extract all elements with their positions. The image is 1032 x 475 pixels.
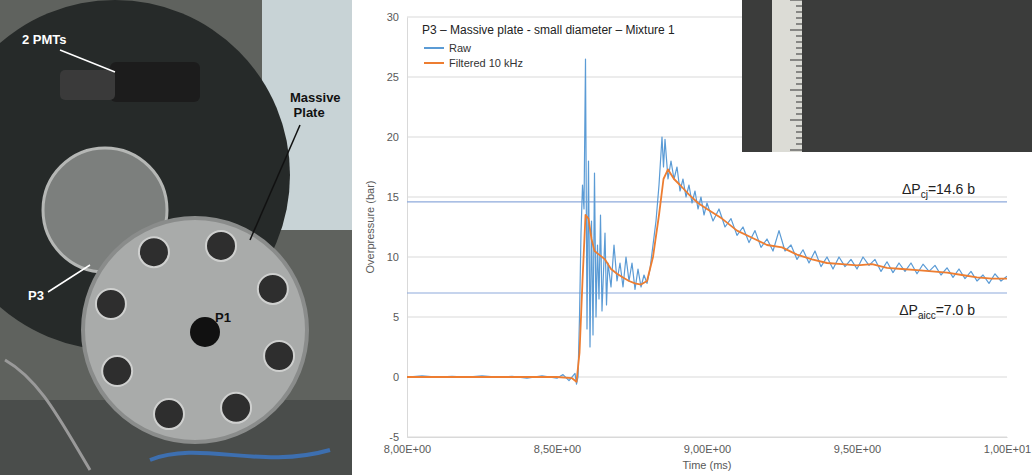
legend: Raw Filtered 10 kHz bbox=[424, 42, 523, 69]
grid-line bbox=[407, 257, 1007, 258]
axis-line bbox=[408, 437, 1008, 438]
reference-label: ΔPcj=14.6 b bbox=[902, 181, 975, 200]
massive-plate bbox=[83, 218, 307, 442]
tick-label: 9,00E+00 bbox=[684, 443, 731, 455]
reference-line bbox=[407, 292, 1007, 293]
ruler-tick bbox=[796, 48, 802, 49]
photo-label: P1 bbox=[215, 310, 231, 325]
pmt bbox=[60, 70, 115, 100]
axis-title: Time (ms) bbox=[682, 459, 731, 471]
inset-background bbox=[742, 0, 1032, 152]
ruler-tick bbox=[796, 108, 802, 109]
reference-label: ΔPaicc=7.0 b bbox=[899, 302, 975, 321]
ruler-tick bbox=[796, 12, 802, 13]
photo-label: P3 bbox=[28, 288, 44, 303]
ruler-tick bbox=[796, 36, 802, 37]
ruler-tick bbox=[796, 42, 802, 43]
chart-background bbox=[352, 0, 1032, 475]
bolt bbox=[264, 341, 294, 371]
ruler-tick bbox=[796, 126, 802, 127]
x-axis: 8,00E+00 8,50E+00 9,00E+00 9,50E+00 1,00E+01 bbox=[384, 437, 1031, 455]
photo: 2 PMTs Massive Plate P3 P1 bbox=[0, 0, 352, 475]
axis-line bbox=[407, 18, 408, 438]
tick: 10 bbox=[387, 251, 407, 263]
tick: 20 bbox=[387, 131, 407, 143]
ruler-tick bbox=[796, 72, 802, 73]
pointer bbox=[250, 125, 300, 240]
ruler-tick bbox=[796, 138, 802, 139]
ruler-tick bbox=[796, 114, 802, 115]
tick: -5 bbox=[389, 431, 407, 443]
tick-label: 25 bbox=[387, 71, 399, 83]
cable bbox=[150, 450, 330, 460]
tick: 15 bbox=[387, 191, 407, 203]
tick-label: 10 bbox=[387, 251, 399, 263]
tick: 0 bbox=[393, 371, 407, 383]
ruler-tick bbox=[796, 66, 802, 67]
tick-label: 5 bbox=[393, 311, 399, 323]
chart-title: P3 – Massive plate - small diameter – Mi… bbox=[422, 23, 675, 37]
photo-label: Massive Plate bbox=[290, 90, 341, 120]
tick-label: 9,50E+00 bbox=[834, 443, 881, 455]
tick-label: 8,50E+00 bbox=[534, 443, 581, 455]
pmt bbox=[110, 62, 200, 102]
figure: 2 PMTs Massive Plate P3 P1 -5 0 5 10 15 20 25 30 8,0… bbox=[0, 0, 1032, 475]
inset-photo bbox=[742, 0, 1032, 152]
tick-label: 20 bbox=[387, 131, 399, 143]
tick-label: 15 bbox=[387, 191, 399, 203]
pointer bbox=[60, 50, 115, 72]
bolt bbox=[154, 399, 184, 429]
ruler-tick bbox=[796, 144, 802, 145]
ruler-tick bbox=[796, 132, 802, 133]
reference-line bbox=[407, 201, 1007, 202]
grid-line bbox=[407, 437, 1007, 438]
ruler-tick bbox=[790, 90, 802, 91]
bolt bbox=[221, 393, 251, 423]
tick-label: 1,00E+01 bbox=[984, 443, 1031, 455]
tick: 5 bbox=[393, 311, 407, 323]
cable bbox=[5, 360, 90, 470]
plate bbox=[83, 218, 307, 442]
bolt bbox=[206, 231, 236, 261]
bolt bbox=[139, 237, 169, 267]
ruler-tick bbox=[790, 30, 802, 31]
photo-label: 2 PMTs bbox=[22, 32, 67, 47]
tick: 9,00E+00 bbox=[684, 437, 731, 455]
tick-label: -5 bbox=[389, 431, 399, 443]
legend-label: Raw bbox=[449, 42, 471, 54]
legend-label: Filtered 10 kHz bbox=[449, 57, 523, 69]
tick-label: 30 bbox=[387, 11, 399, 23]
tick: 1,00E+01 bbox=[984, 437, 1031, 455]
axis-title: Overpressure (bar) bbox=[364, 181, 376, 274]
bolt bbox=[96, 289, 126, 319]
ruler-tick bbox=[790, 150, 802, 151]
tick: 8,00E+00 bbox=[384, 437, 431, 455]
legend-swatch bbox=[424, 62, 444, 64]
ruler-tick bbox=[790, 120, 802, 121]
ruler-tick bbox=[796, 54, 802, 55]
bolt bbox=[258, 274, 288, 304]
ruler-tick bbox=[796, 96, 802, 97]
ruler-tick bbox=[796, 84, 802, 85]
ruler bbox=[772, 0, 802, 152]
ruler-tick bbox=[796, 102, 802, 103]
tick: 25 bbox=[387, 71, 407, 83]
tick: 8,50E+00 bbox=[534, 437, 581, 455]
tick-label: 8,00E+00 bbox=[384, 443, 431, 455]
ruler-tick bbox=[796, 78, 802, 79]
y-axis: -5 0 5 10 15 20 25 30 bbox=[387, 11, 408, 443]
legend-swatch bbox=[424, 47, 444, 49]
chart: -5 0 5 10 15 20 25 30 8,00E+00 8,50E+00 9,00E+00 9,… bbox=[352, 0, 1032, 475]
ruler-tick bbox=[790, 0, 802, 1]
tick: 30 bbox=[387, 11, 407, 23]
tick: 9,50E+00 bbox=[834, 437, 881, 455]
bolt bbox=[102, 356, 132, 386]
pointer bbox=[48, 265, 90, 292]
tick-label: 0 bbox=[393, 371, 399, 383]
ruler-tick bbox=[790, 60, 802, 61]
ruler-tick bbox=[796, 18, 802, 19]
ruler-tick bbox=[796, 24, 802, 25]
series-line bbox=[407, 169, 1007, 381]
ruler-tick bbox=[796, 6, 802, 7]
